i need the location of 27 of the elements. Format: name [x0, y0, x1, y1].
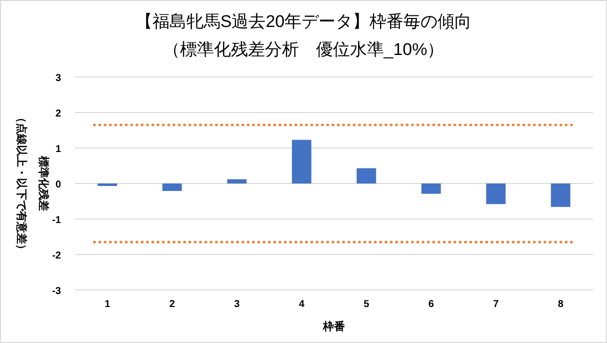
bar: [162, 184, 182, 191]
text: 標準化残差: [37, 156, 49, 211]
bar: [486, 184, 506, 204]
x-axis-title: 枠番: [322, 320, 345, 333]
x-tick-label: 1: [104, 299, 111, 310]
x-tick-label: 7: [493, 299, 500, 310]
y-tick-label: 2: [55, 108, 62, 120]
x-tick-label: 2: [169, 299, 176, 310]
x-tick-label: 5: [364, 299, 370, 310]
x-tick-label: 8: [558, 299, 564, 310]
y-tick-label: 3: [55, 73, 62, 84]
bar: [550, 184, 570, 207]
bar: [227, 179, 247, 184]
y-tick-label: -2: [52, 250, 62, 262]
bar: [292, 140, 312, 184]
chart-subtitle: （標準化残差分析 優位水準_10%）: [162, 40, 444, 59]
y-tick-label: 0: [55, 180, 62, 190]
x-tick-label: 3: [234, 299, 240, 310]
x-tick-label: 4: [298, 299, 305, 310]
x-tick-label: 6: [428, 299, 434, 310]
y-tick-label: -3: [52, 286, 62, 297]
chart-title: 【福島牝馬S過去20年データ】枠番毎の傾向: [135, 12, 472, 31]
bar: [421, 184, 441, 194]
text: （点線以上・以下で有意差）: [15, 112, 27, 255]
y-tick-label: -1: [52, 215, 62, 226]
bar: [356, 168, 376, 184]
y-tick-label: 1: [55, 144, 62, 155]
